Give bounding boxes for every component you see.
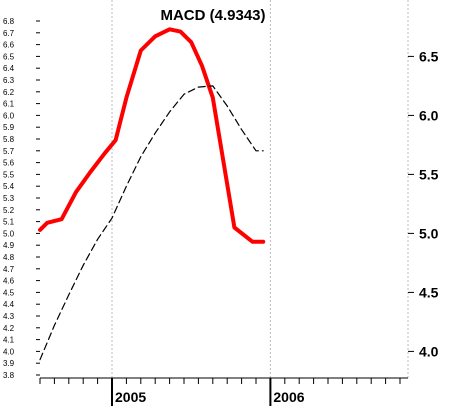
left-tick-label: 3.9 bbox=[3, 359, 15, 368]
axis-layer: 3.8 3.9 4.0 4.1 4.2 4.3 4.4 4.5 4.6 4.7 4.8 4.9 5.0 5… bbox=[3, 17, 439, 406]
right-tick-label: 5.5 bbox=[419, 166, 439, 182]
macd-line bbox=[38, 27, 266, 244]
left-tick-label: 6.2 bbox=[3, 88, 15, 97]
left-tick-label: 3.8 bbox=[3, 371, 15, 380]
left-tick-label: 4.9 bbox=[3, 241, 15, 250]
left-tick-label: 5.7 bbox=[3, 147, 15, 156]
left-tick-label: 6.3 bbox=[3, 76, 15, 85]
right-tick-label: 5.0 bbox=[419, 225, 439, 241]
left-tick-label: 6.8 bbox=[3, 17, 15, 26]
left-tick-label: 5.2 bbox=[3, 206, 15, 215]
left-tick-label: 6.5 bbox=[3, 52, 15, 61]
x-tick-label-2005: 2005 bbox=[115, 389, 146, 405]
right-tick-label: 6.5 bbox=[419, 48, 439, 64]
left-tick-label: 4.1 bbox=[3, 336, 15, 345]
left-tick-label: 5.1 bbox=[3, 218, 15, 227]
left-tick-label: 5.8 bbox=[3, 135, 15, 144]
left-tick-label: 4.2 bbox=[3, 324, 15, 333]
right-tick-label: 4.5 bbox=[419, 284, 439, 300]
signal-line bbox=[39, 85, 264, 361]
left-tick-label: 5.4 bbox=[3, 182, 15, 191]
left-tick-label: 6.0 bbox=[3, 111, 15, 120]
series-layer bbox=[38, 27, 266, 361]
chart-title: MACD (4.9343) bbox=[160, 7, 265, 24]
x-tick-label-2006: 2006 bbox=[273, 389, 304, 405]
left-tick-label: 5.6 bbox=[3, 159, 15, 168]
left-tick-label: 6.1 bbox=[3, 100, 15, 109]
left-tick-label: 4.7 bbox=[3, 265, 15, 274]
left-tick-label: 5.5 bbox=[3, 170, 15, 179]
left-tick-label: 4.8 bbox=[3, 253, 15, 262]
left-tick-label: 4.3 bbox=[3, 312, 15, 321]
left-tick-label: 4.5 bbox=[3, 288, 15, 297]
left-tick-label: 5.9 bbox=[3, 123, 15, 132]
left-tick-label: 4.4 bbox=[3, 300, 15, 309]
left-tick-label: 6.6 bbox=[3, 41, 15, 50]
left-tick-label: 4.0 bbox=[3, 347, 15, 356]
left-tick-label: 4.6 bbox=[3, 277, 15, 286]
left-tick-label: 5.0 bbox=[3, 229, 15, 238]
right-tick-label: 4.0 bbox=[419, 343, 439, 359]
grid-layer bbox=[111, 0, 409, 378]
right-tick-label: 6.0 bbox=[419, 107, 439, 123]
left-tick-label: 5.3 bbox=[3, 194, 15, 203]
left-tick-label: 6.4 bbox=[3, 64, 15, 73]
left-tick-label: 6.7 bbox=[3, 29, 15, 38]
